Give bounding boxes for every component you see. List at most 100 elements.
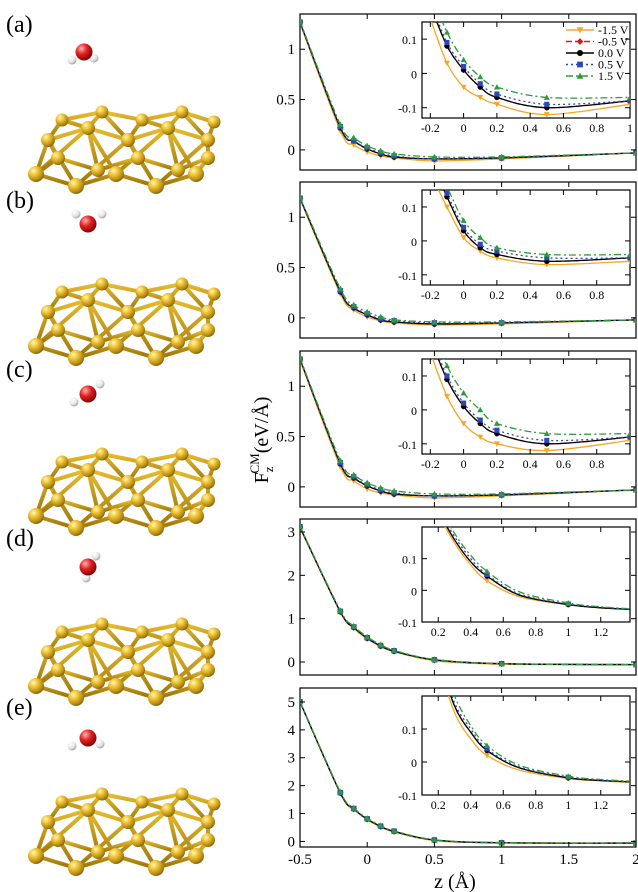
gold-slab-d (26, 615, 223, 708)
plot-a-ytick-label-2: 1 (288, 42, 296, 58)
plot-b-inset-point-4-4 (493, 244, 500, 251)
legend-label-2: 0.0 V (598, 46, 625, 60)
plot-a-inset-point-1-0 (427, 2, 433, 8)
plot-d-inset-xtick-label-2: 0.6 (496, 625, 511, 639)
plot-b-inset-point-3-4 (494, 248, 500, 254)
plot-a-point-4-2 (350, 134, 357, 141)
plot-c-inset: -0.1 0 0.1 -0.2 0 0.2 0.4 0.6 0.8 (398, 336, 631, 471)
plot-b-point-4-7 (498, 318, 505, 325)
plot-c-inset-point-3-6 (627, 434, 630, 440)
plot-c-inset-xtick-label-0: -0.2 (421, 457, 440, 471)
plot-c-inset-point-0-3 (477, 434, 484, 441)
plot-c-inset-point-4-4 (493, 420, 500, 426)
plot-a-inset-ytick-label-2: 0.1 (402, 33, 417, 47)
plot-a-point-4-8 (632, 149, 636, 156)
plot-d-ytick-label-0: 0 (288, 655, 296, 671)
plot-b-point-4-1 (337, 285, 344, 292)
plot-b-inset-xtick-label-4: 0.6 (556, 288, 571, 302)
plot-a-inset-point-3-2 (461, 64, 467, 70)
plot-d-inset: -0.1 0 0.1 0.2 0.4 0.6 0.8 1 1.2 (398, 508, 631, 639)
plot-d-inset-point-4-5 (565, 600, 572, 606)
plot-b-inset-ytick-label-1: 0 (411, 235, 417, 249)
plot-a-point-4-0 (300, 17, 304, 24)
plot-e-point-4-0 (300, 698, 304, 704)
gold-slab-c (26, 445, 223, 538)
plot-a-inset-point-4-1 (443, 29, 450, 35)
plot-e-inset-point-4-3 (484, 742, 490, 748)
plot-a-inset-ytick-label-0: -0.1 (398, 102, 417, 116)
plot-c-inset-xtick-label-2: 0.2 (489, 457, 504, 471)
plot-e-ytick-label-5: 5 (288, 695, 296, 711)
plot-e-inset-xtick-label-2: 0.6 (496, 798, 511, 812)
plot-d-series-group (300, 523, 636, 668)
plot-e-point-4-6 (431, 836, 438, 843)
plot-d-inset-line-2 (446, 527, 630, 610)
y-axis-label: FzCM(eV/Å) (247, 397, 276, 484)
plot-a-point-4-6 (431, 153, 438, 160)
plot-c-point-4-6 (431, 490, 438, 497)
water-molecule-e (67, 729, 105, 751)
plot-b-inset-point-4-2 (460, 217, 467, 223)
plot-d-inset-ytick-label-1: 0 (411, 584, 417, 598)
plot-a-inset-point-0-4 (493, 101, 500, 108)
plot-a-inset-point-3-6 (627, 98, 630, 104)
plot-c-point-4-4 (377, 484, 384, 491)
gold-slab-e (26, 785, 223, 878)
panel-c: (c) 0 0.5 1 -0.1 0 0.1 -0.2 0 0.2 0.4 0.6 0.8 (6, 336, 637, 538)
plot-c-inset-point-2-0 (428, 336, 433, 341)
panel-b: (b) 0 0.5 1 -0.1 0 0.1 -0.2 0 0.2 0.4 0.6 0.8 (6, 171, 637, 368)
plot-b-inset-point-0-4 (493, 255, 500, 261)
plot-d-inset-point-2-0 (436, 508, 441, 513)
plot-b-point-4-6 (431, 318, 438, 325)
plot-c-inset-ytick-label-0: -0.1 (398, 438, 417, 452)
plot-a-inset-point-3-0 (428, 0, 433, 4)
plot-a-inset: -0.1 0 0.1 -0.2 0 0.2 0.4 0.6 0.8 1 (398, 0, 633, 135)
plot-a-frame (299, 13, 637, 171)
plot-c-inset-line-3 (438, 359, 630, 442)
plot-e-inset-point-4-5 (565, 773, 572, 779)
plot-a-point-4-7 (498, 153, 505, 160)
plot-e-point-4-5 (390, 827, 398, 834)
legend-marker-3 (577, 61, 583, 68)
plot-a-inset-xtick-label-3: 0.4 (523, 121, 538, 135)
plot-c-ytick-label-1: 0.5 (276, 430, 295, 446)
plot-e-inset-series-group (447, 696, 630, 784)
plot-d-point-4-8 (632, 661, 636, 668)
plot-d-point-4-1 (337, 607, 344, 613)
plot-e-xtick-label-2: 0.5 (425, 852, 444, 868)
plot-a-ytick-label-1: 0.5 (276, 93, 295, 109)
plot-e-xtick-label-0: -0.5 (288, 852, 312, 868)
plot-a-inset-xtick-label-0: -0.2 (421, 121, 440, 135)
plot-d-point-4-5 (390, 647, 398, 653)
plot-c-series-group (300, 354, 636, 502)
plot-e-xtick-label-4: 1.5 (559, 852, 578, 868)
plot-b-frame (299, 181, 637, 339)
plot-b-point-4-3 (364, 308, 371, 315)
plot-c-inset-ytick-label-1: 0 (411, 404, 417, 418)
plot-b-point-4-0 (300, 193, 304, 200)
plot-a-inset-xtick-label-1: 0 (461, 121, 467, 135)
plot-e-point-4-3 (364, 815, 371, 821)
plot-c-inset-point-3-4 (494, 427, 500, 433)
plot-c-inset-ytick-label-2: 0.1 (402, 370, 417, 384)
legend-marker-2 (576, 49, 584, 57)
plot-a-inset-point-0-2 (460, 84, 467, 91)
plot-d-ytick-label-3: 3 (288, 525, 296, 541)
plot-b-inset-point-0-0 (427, 171, 433, 176)
plot-d-inset-xtick-label-4: 1 (565, 625, 571, 639)
plot-e-point-4-4 (377, 822, 384, 829)
legend: -1.5 V-0.5 V0.0 V0.5 V1.5 V (566, 23, 629, 83)
plot-c-ytick-label-2: 1 (288, 379, 296, 395)
plot-a-point-4-3 (364, 142, 371, 149)
plot-d-point-4-0 (300, 523, 304, 529)
plot-e-inset-ytick-label-1: 0 (411, 756, 417, 770)
plot-c-inset-point-3-3 (477, 417, 483, 423)
plot-d-inset-xtick-label-5: 1.2 (593, 625, 608, 639)
plot-a-inset-point-3-5 (544, 101, 550, 107)
plot-b-inset-point-3-5 (544, 255, 550, 261)
water-molecule-c (69, 379, 105, 407)
plot-c-inset-point-4-5 (543, 430, 550, 437)
plot-c-line-3 (300, 358, 636, 497)
plot-b-inset-point-4-3 (477, 234, 484, 240)
plot-e-inset-point-3-3 (484, 746, 490, 752)
